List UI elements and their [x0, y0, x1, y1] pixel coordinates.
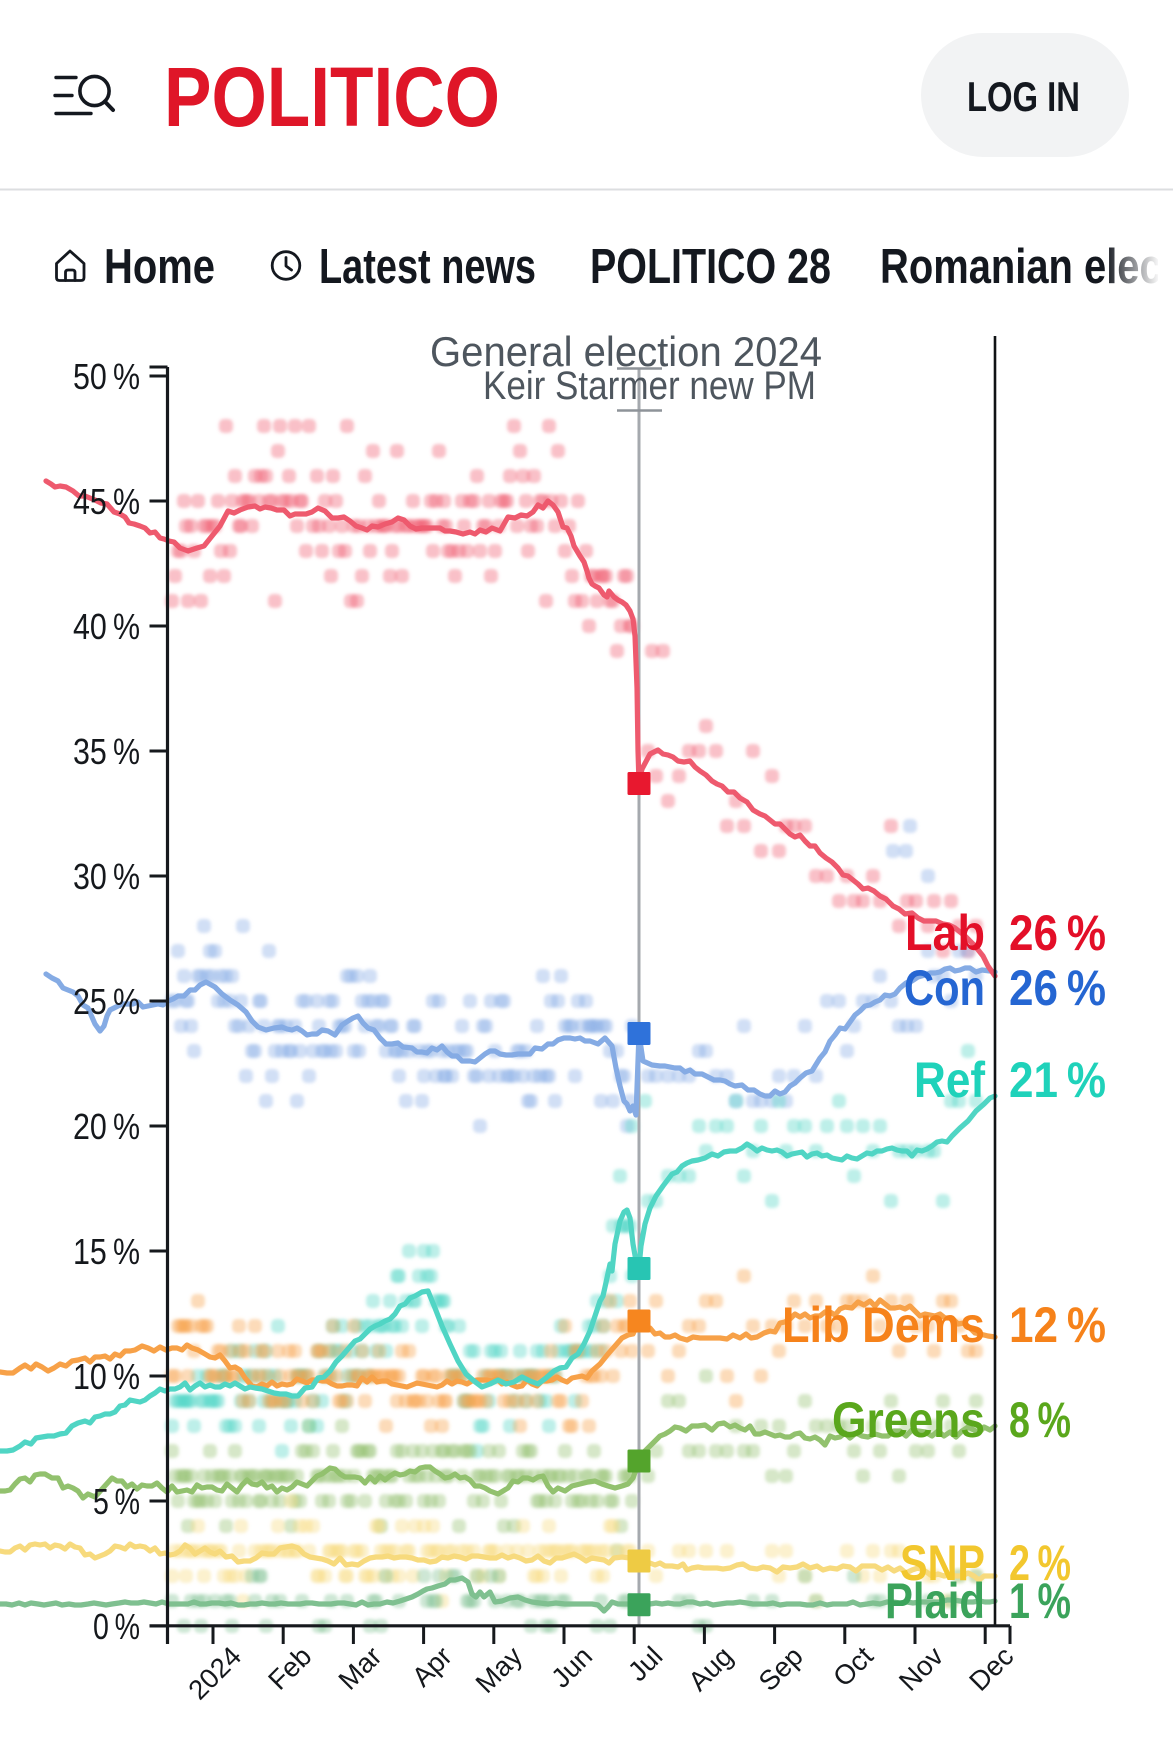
- svg-text:8 %: 8 %: [1009, 1392, 1071, 1448]
- svg-text:50 %: 50 %: [73, 356, 140, 397]
- svg-text:45 %: 45 %: [73, 481, 140, 522]
- svg-text:5 %: 5 %: [93, 1481, 140, 1522]
- svg-text:POLITICO: POLITICO: [164, 50, 500, 144]
- svg-text:26 %: 26 %: [1009, 960, 1106, 1016]
- svg-text:26 %: 26 %: [1009, 905, 1106, 961]
- svg-text:Plaid: Plaid: [885, 1573, 985, 1629]
- svg-text:Latest news: Latest news: [319, 240, 536, 294]
- svg-text:POLITICO 28: POLITICO 28: [590, 240, 831, 294]
- svg-text:Con: Con: [904, 960, 985, 1016]
- svg-text:40 %: 40 %: [73, 606, 140, 647]
- svg-text:Lib Dems: Lib Dems: [782, 1297, 985, 1353]
- svg-text:35 %: 35 %: [73, 731, 140, 772]
- svg-text:LOG IN: LOG IN: [967, 73, 1080, 120]
- svg-text:30 %: 30 %: [73, 856, 140, 897]
- svg-text:Greens: Greens: [832, 1392, 985, 1448]
- svg-text:15 %: 15 %: [73, 1231, 140, 1272]
- svg-text:Home: Home: [104, 240, 215, 294]
- svg-text:1 %: 1 %: [1009, 1573, 1071, 1629]
- svg-text:20 %: 20 %: [73, 1106, 140, 1147]
- svg-text:General election 2024: General election 2024: [430, 330, 822, 375]
- svg-text:25 %: 25 %: [73, 981, 140, 1022]
- svg-text:0 %: 0 %: [93, 1606, 140, 1647]
- svg-text:10 %: 10 %: [73, 1356, 140, 1397]
- svg-text:12 %: 12 %: [1009, 1297, 1106, 1353]
- svg-text:Ref: Ref: [914, 1052, 985, 1108]
- svg-text:SNP: SNP: [900, 1535, 985, 1591]
- svg-text:2 %: 2 %: [1009, 1535, 1071, 1591]
- svg-text:21 %: 21 %: [1009, 1052, 1106, 1108]
- svg-text:Lab: Lab: [905, 905, 985, 961]
- svg-text:Keir Starmer new PM: Keir Starmer new PM: [483, 364, 816, 408]
